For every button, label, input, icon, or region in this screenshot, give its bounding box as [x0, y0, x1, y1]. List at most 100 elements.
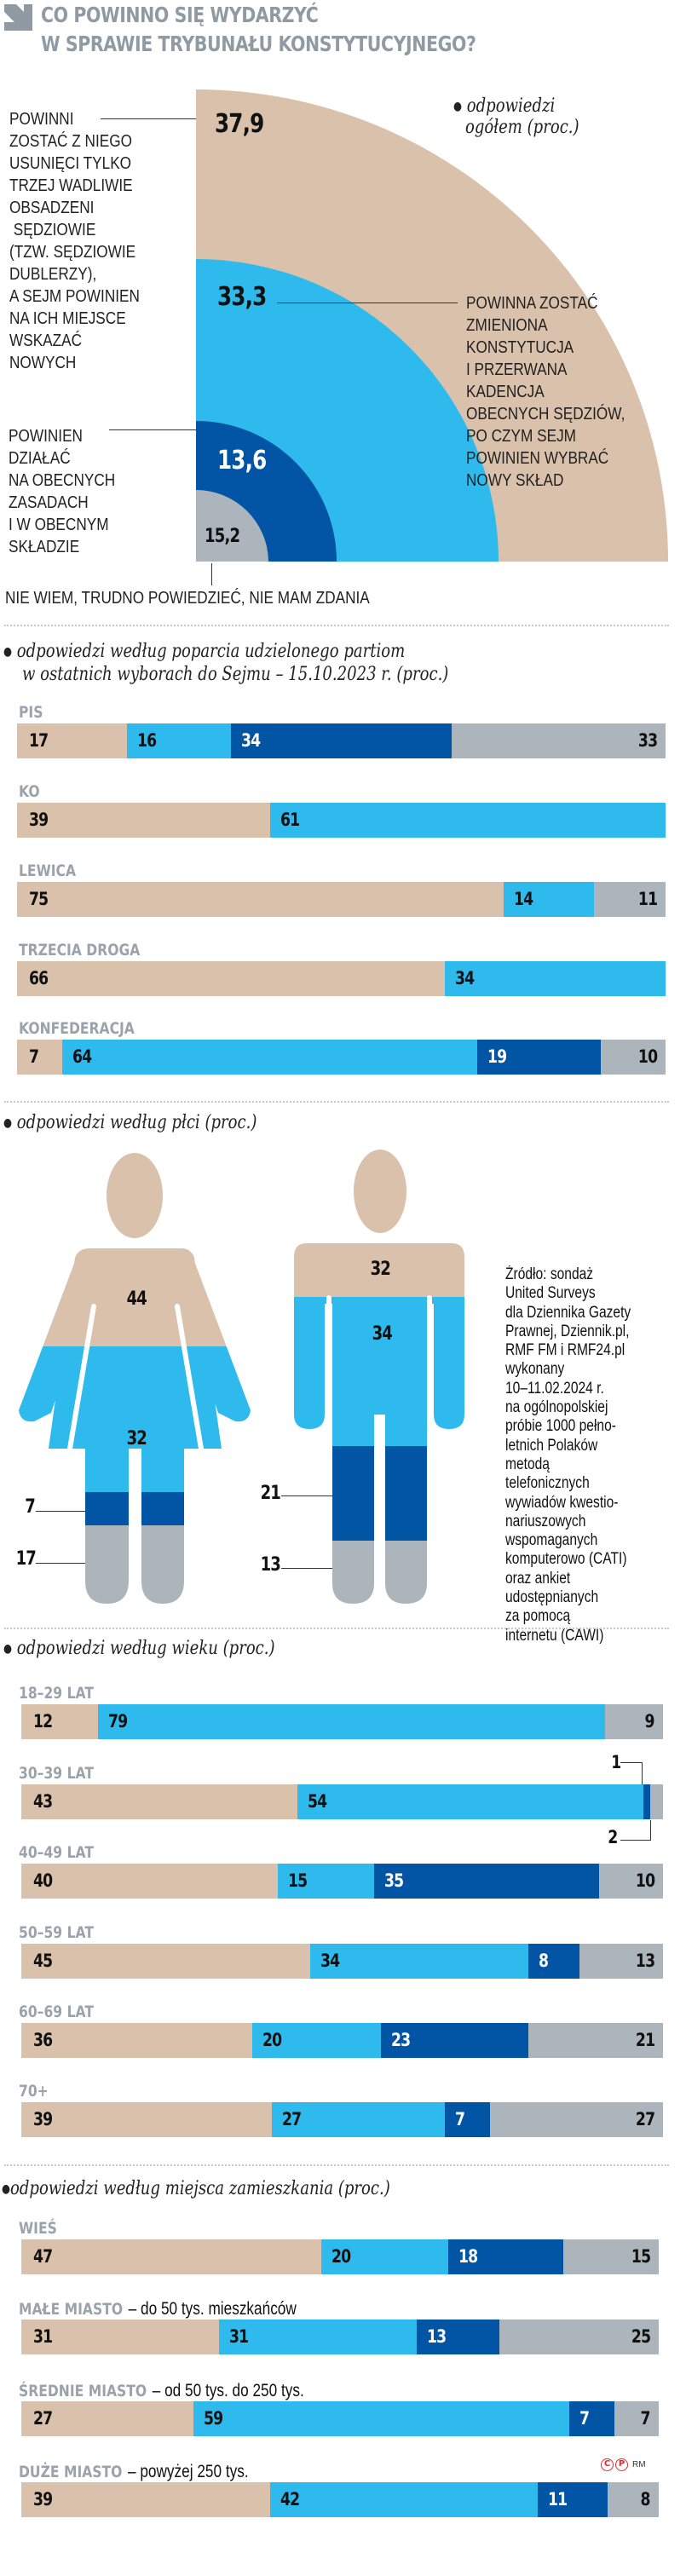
- label-change-constitution: POWINNA ZOSTAĆ ZMIENIONA KONSTYTUCJA I P…: [466, 294, 625, 490]
- callout-value-1: 1: [611, 1752, 621, 1772]
- segment-value: 33: [637, 730, 658, 751]
- head: [107, 1153, 163, 1238]
- bar-segment: 14: [503, 882, 595, 917]
- male-value-remove-three: 32: [370, 1259, 391, 1280]
- bar-segment: 31: [218, 2320, 417, 2354]
- bar-segment: 11: [594, 882, 666, 917]
- segment-value: 25: [631, 2326, 651, 2347]
- legend-line-2: ogółem (proc.): [465, 117, 579, 138]
- category-label: LEWICA: [19, 862, 77, 880]
- bar-segment: 27: [21, 2401, 193, 2436]
- segment-value: 34: [455, 968, 475, 988]
- separator: [4, 2164, 669, 2166]
- category-label: MAŁE MIASTO – do 50 tys. mieszkańców: [19, 2299, 297, 2319]
- bar-segment: 34: [231, 723, 452, 758]
- female-value-dont-know: 17: [15, 1548, 37, 1570]
- bar-segment: 17: [17, 723, 128, 758]
- segment-value: 19: [487, 1046, 507, 1067]
- gender-heading: ● odpowiedzi według płci (proc.): [3, 1112, 257, 1133]
- category-label: 18–29 LAT: [19, 1684, 94, 1703]
- bar-segment: 7: [444, 2102, 490, 2137]
- head: [354, 1150, 406, 1233]
- segment-value: 21: [635, 2030, 655, 2050]
- label-dont-know: NIE WIEM, TRUDNO POWIEDZIEĆ, NIE MAM ZDA…: [5, 589, 370, 608]
- label-remove-three: POWINNI ZOSTAĆ Z NIEGO USUNIĘCI TYLKO TR…: [9, 110, 140, 372]
- category-label: 70+: [19, 2082, 49, 2101]
- bar-segment: 39: [21, 2102, 272, 2137]
- bar-segment: 15: [278, 1864, 375, 1899]
- source-note: Źródło: sondaż United Surveys dla Dzienn…: [505, 1265, 631, 1645]
- bar-segment: 79: [98, 1704, 606, 1739]
- bullet-icon: ●: [2, 2182, 11, 2196]
- segment-value: 35: [384, 1870, 404, 1891]
- category-label: KO: [19, 782, 40, 801]
- segment-value: 7: [579, 2408, 590, 2429]
- bar-segment: 59: [193, 2401, 570, 2436]
- bar-segment: 43: [21, 1784, 297, 1819]
- stacked-bar: 12 79 9: [21, 1704, 663, 1739]
- category-label: DUŻE MIASTO – powyżej 250 tys.: [19, 2462, 249, 2481]
- segment-value: 34: [241, 730, 261, 751]
- bar-segment: 8: [527, 1944, 580, 1979]
- female-figure: [19, 1153, 251, 1604]
- segment-value: 23: [390, 2030, 411, 2050]
- bar-segment: 75: [17, 882, 504, 917]
- segment-value: 12: [33, 1711, 53, 1732]
- category-sublabel: – powyżej 250 tys.: [127, 2462, 249, 2481]
- bar-segment: 13: [416, 2320, 499, 2354]
- female-value-keep-current: 7: [25, 1496, 36, 1518]
- bar-segment: 35: [374, 1864, 599, 1899]
- stacked-bar: 40 15 35 10: [21, 1864, 663, 1899]
- segment-value: 7: [640, 2408, 651, 2429]
- segment-value: 15: [631, 2246, 651, 2267]
- bar-segment: 21: [527, 2023, 663, 2058]
- bar-segment: 8: [608, 2482, 659, 2517]
- category-label: 30–39 LAT: [19, 1764, 94, 1783]
- segment-value: 8: [538, 1951, 549, 1971]
- category-label: 40–49 LAT: [19, 1843, 94, 1862]
- segment-value: 40: [33, 1870, 53, 1891]
- category-label: TRZECIA DROGA: [19, 941, 141, 960]
- bar-segment: 20: [320, 2239, 449, 2274]
- bar-segment: 19: [477, 1040, 601, 1075]
- bar-segment: 27: [271, 2102, 445, 2137]
- female-value-remove-three: 44: [126, 1288, 147, 1310]
- stacked-bar: 43 54: [21, 1784, 663, 1819]
- arrow-down-right-icon: [4, 4, 32, 31]
- segment-value: 45: [33, 1951, 53, 1971]
- segment-value: 10: [635, 1870, 655, 1891]
- segment-value: 27: [33, 2408, 53, 2429]
- leader: [620, 1840, 651, 1841]
- segment-value: 7: [29, 1046, 39, 1067]
- male-value-keep-current: 21: [260, 1483, 281, 1504]
- male-figure: [294, 1150, 464, 1604]
- segment-value: 20: [262, 2030, 282, 2050]
- bar-segment: 7: [614, 2401, 659, 2436]
- bar-segment: 34: [445, 961, 666, 996]
- segment-value: 20: [331, 2246, 351, 2267]
- bullet-icon: ●: [453, 100, 463, 113]
- bar-segment: 42: [269, 2482, 538, 2517]
- bar-segment: 61: [269, 803, 666, 838]
- bar-segment: 54: [297, 1784, 644, 1819]
- callout-value-2: 2: [608, 1827, 618, 1847]
- leader: [36, 1563, 85, 1564]
- leader: [36, 1511, 85, 1512]
- segment-dont-know: [196, 490, 268, 562]
- leader-dont-know: [211, 563, 212, 585]
- segment-value: 27: [635, 2109, 655, 2129]
- segment-value: 66: [29, 968, 49, 988]
- segment-value: 47: [33, 2246, 53, 2267]
- value-dont-know: 15,2: [205, 526, 240, 547]
- copyright-icon: C: [601, 2458, 614, 2471]
- bar-segment: 7: [17, 1040, 63, 1075]
- segment-value: 31: [228, 2326, 249, 2347]
- stacked-bar: 39 42 11 8: [21, 2482, 659, 2517]
- segment-value: 13: [426, 2326, 447, 2347]
- leader: [650, 1820, 651, 1841]
- category-sublabel: – do 50 tys. mieszkańców: [128, 2299, 297, 2319]
- bar-segment: 45: [21, 1944, 310, 1979]
- bullet-icon: ●: [3, 1116, 13, 1130]
- bar-segment: [649, 1784, 663, 1819]
- bar-segment: 34: [309, 1944, 528, 1979]
